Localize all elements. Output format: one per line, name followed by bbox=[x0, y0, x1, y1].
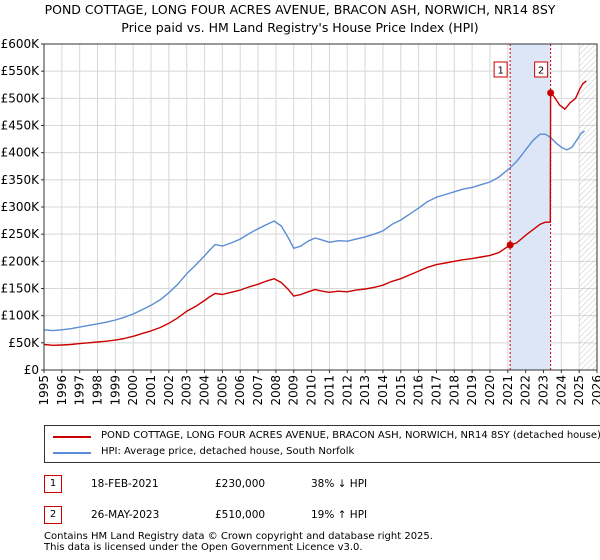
x-tick-label: 1996 bbox=[55, 375, 69, 406]
x-tick-label: 2002 bbox=[162, 375, 176, 406]
x-tick-label: 2012 bbox=[340, 375, 354, 406]
marker-badge bbox=[534, 61, 549, 78]
x-tick-label: 2018 bbox=[447, 375, 461, 406]
y-tick-label: £250K bbox=[1, 227, 41, 241]
x-tick-label: 2016 bbox=[412, 375, 426, 406]
legend: POND COTTAGE, LONG FOUR ACRES AVENUE, BR… bbox=[44, 425, 600, 463]
transaction-point bbox=[506, 241, 514, 249]
x-tick-label: 2019 bbox=[465, 375, 479, 406]
y-tick-label: £550K bbox=[1, 64, 41, 78]
x-tick-label: 2013 bbox=[358, 375, 372, 406]
x-tick-label: 1998 bbox=[91, 375, 105, 406]
x-tick-label: 1995 bbox=[37, 375, 51, 406]
transaction-row: 1 18-FEB-2021 £230,000 38% ↓ HPI bbox=[44, 475, 600, 495]
x-tick-label: 2025 bbox=[572, 375, 586, 406]
transaction-date: 18-FEB-2021 bbox=[91, 478, 159, 490]
transaction-price: £510,000 bbox=[215, 509, 266, 521]
price-series-line bbox=[44, 80, 587, 346]
marker-label: 1 bbox=[497, 66, 503, 77]
y-tick-label: £50K bbox=[8, 336, 40, 350]
x-tick-label: 2024 bbox=[554, 375, 568, 406]
x-tick-label: 2014 bbox=[376, 375, 390, 406]
marker-badge bbox=[493, 61, 508, 78]
transaction-row: 2 26-MAY-2023 £510,000 19% ↑ HPI bbox=[44, 506, 600, 526]
footer: Contains HM Land Registry data © Crown c… bbox=[44, 531, 433, 553]
transaction-point bbox=[547, 89, 555, 97]
transaction-badge: 2 bbox=[44, 506, 62, 524]
chart-subtitle: Price paid vs. HM Land Registry's House … bbox=[121, 20, 478, 35]
x-tick-label: 2003 bbox=[180, 375, 194, 406]
legend-swatch-price bbox=[53, 436, 91, 438]
y-tick-label: £350K bbox=[1, 173, 41, 187]
x-tick-label: 2000 bbox=[126, 375, 140, 406]
x-tick-label: 2008 bbox=[269, 375, 283, 406]
y-tick-label: £300K bbox=[1, 200, 41, 214]
y-tick-label: £200K bbox=[1, 254, 41, 268]
x-tick-label: 2021 bbox=[501, 375, 515, 406]
transaction-hpi: 38% ↓ HPI bbox=[311, 478, 368, 490]
y-tick-label: £100K bbox=[1, 309, 41, 323]
y-tick-label: £0 bbox=[24, 363, 39, 377]
future-hatch-region bbox=[579, 44, 597, 370]
x-tick-label: 2009 bbox=[287, 375, 301, 406]
legend-swatch-hpi bbox=[53, 452, 91, 454]
legend-label-hpi: HPI: Average price, detached house, Sout… bbox=[101, 446, 355, 457]
x-tick-label: 2026 bbox=[590, 375, 600, 406]
x-tick-label: 2010 bbox=[305, 375, 319, 406]
x-tick-label: 1997 bbox=[73, 375, 87, 406]
y-tick-label: £450K bbox=[1, 119, 41, 133]
hpi-series-line bbox=[44, 130, 585, 332]
x-tick-label: 2001 bbox=[144, 375, 158, 406]
transaction-date: 26-MAY-2023 bbox=[91, 509, 160, 521]
x-tick-label: 2011 bbox=[322, 375, 336, 406]
x-tick-label: 2017 bbox=[429, 375, 443, 406]
x-tick-label: 2006 bbox=[233, 375, 247, 406]
highlight-band bbox=[510, 44, 551, 370]
x-tick-label: 2005 bbox=[215, 375, 229, 406]
y-tick-label: £500K bbox=[1, 91, 41, 105]
x-tick-label: 2020 bbox=[483, 375, 497, 406]
transaction-hpi: 19% ↑ HPI bbox=[311, 509, 368, 521]
x-tick-label: 2004 bbox=[198, 375, 212, 406]
x-tick-label: 2023 bbox=[536, 375, 550, 406]
x-tick-label: 2015 bbox=[394, 375, 408, 406]
y-tick-label: £600K bbox=[1, 37, 41, 51]
y-tick-label: £400K bbox=[1, 146, 41, 160]
transaction-price: £230,000 bbox=[215, 478, 266, 490]
legend-label-price: POND COTTAGE, LONG FOUR ACRES AVENUE, BR… bbox=[101, 430, 600, 441]
marker-label: 2 bbox=[538, 66, 544, 77]
chart-title: POND COTTAGE, LONG FOUR ACRES AVENUE, BR… bbox=[45, 2, 556, 17]
y-tick-label: £150K bbox=[1, 282, 41, 296]
price-chart: POND COTTAGE, LONG FOUR ACRES AVENUE, BR… bbox=[1, 2, 600, 406]
x-tick-label: 1999 bbox=[108, 375, 122, 406]
footer-licence: This data is licensed under the Open Gov… bbox=[44, 542, 363, 553]
x-tick-label: 2022 bbox=[519, 375, 533, 406]
x-tick-label: 2007 bbox=[251, 375, 265, 406]
footer-copyright: Contains HM Land Registry data © Crown c… bbox=[44, 531, 433, 542]
transaction-badge: 1 bbox=[44, 475, 62, 493]
